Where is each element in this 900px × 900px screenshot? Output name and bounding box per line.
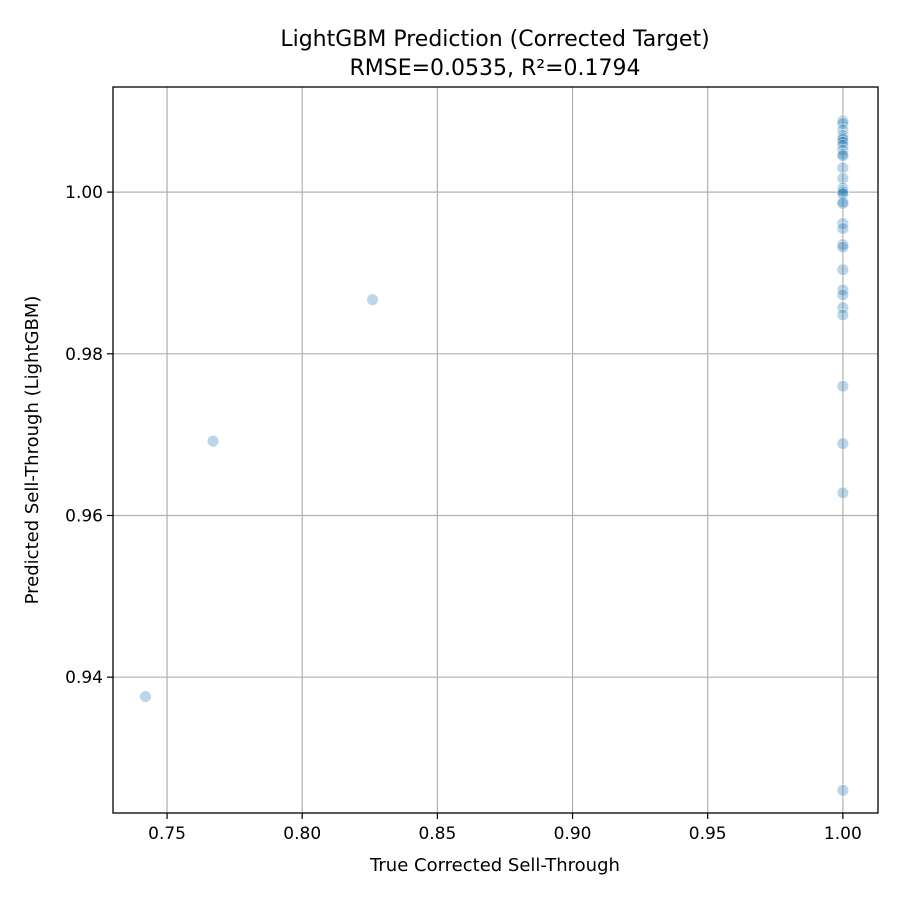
data-point: [836, 139, 850, 152]
y-tick-label: 0.96: [65, 506, 103, 526]
y-axis-label: Predicted Sell-Through (LightGBM): [22, 296, 43, 605]
y-tick-label: 1.00: [65, 183, 103, 203]
x-tick-label: 0.90: [554, 824, 592, 844]
data-point: [836, 308, 850, 322]
plot-frame: [112, 86, 879, 814]
data-point: [836, 217, 850, 230]
chart-title: LightGBM Prediction (Corrected Target): [280, 27, 709, 52]
data-point: [836, 197, 850, 210]
x-axis-label: True Corrected Sell-Through: [369, 855, 620, 876]
x-tick-label: 1.00: [824, 824, 862, 844]
y-tick-label: 0.94: [65, 668, 103, 688]
x-tick-label: 0.95: [689, 824, 727, 844]
data-point: [366, 293, 379, 306]
y-tick-label: 0.98: [65, 345, 103, 365]
data-point: [836, 117, 850, 130]
data-point: [836, 161, 850, 175]
data-point: [836, 379, 850, 393]
data-point: [836, 784, 850, 797]
x-tick-label: 0.75: [148, 824, 186, 844]
y-axis: 0.94 0.96 0.98 1.00: [65, 183, 113, 688]
chart-subtitle: RMSE=0.0535, R²=0.1794: [349, 56, 640, 81]
x-tick-label: 0.80: [283, 824, 321, 844]
x-tick-label: 0.85: [418, 824, 456, 844]
x-axis: 0.75 0.80 0.85 0.90 0.95 1.00: [148, 813, 862, 844]
data-point: [836, 437, 850, 450]
data-point: [836, 288, 850, 301]
data-point: [836, 149, 850, 162]
data-point: [836, 486, 850, 500]
data-point: [836, 283, 850, 297]
data-point: [836, 240, 850, 254]
grid-lines: [113, 87, 878, 813]
data-point: [836, 222, 850, 235]
data-points: [139, 114, 850, 797]
data-point: [836, 301, 850, 314]
data-point: [139, 690, 152, 703]
data-point: [836, 172, 850, 185]
data-point: [836, 263, 850, 276]
data-point: [206, 434, 220, 448]
